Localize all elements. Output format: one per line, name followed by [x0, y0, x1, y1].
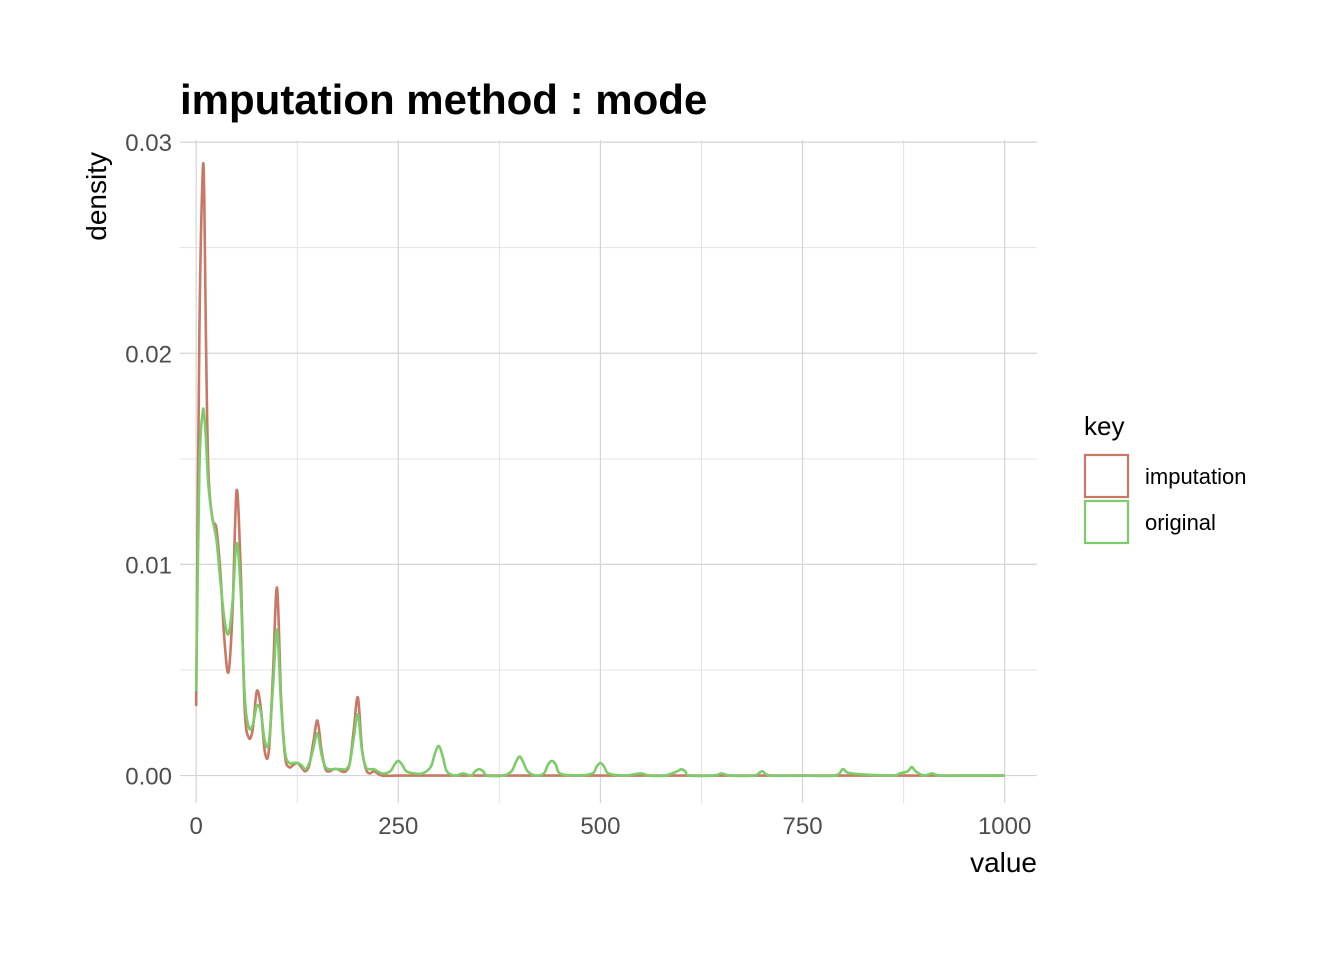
- legend-key-original: [1083, 499, 1130, 545]
- y-tick-label: 0.02: [125, 341, 172, 368]
- x-tick-label: 500: [580, 813, 620, 840]
- legend-label-original: original: [1145, 510, 1216, 535]
- x-tick-label: 750: [783, 813, 823, 840]
- major-gridlines: [180, 140, 1037, 803]
- original-density-line: [194, 407, 1005, 778]
- y-axis-ticks: 0.00 0.01 0.02 0.03: [125, 130, 172, 790]
- y-tick-label: 0.01: [125, 552, 172, 579]
- y-tick-label: 0.00: [125, 764, 172, 791]
- y-axis-title: density: [81, 152, 112, 241]
- chart-title: imputation method : mode: [180, 76, 707, 123]
- series-layer: [194, 161, 1005, 778]
- y-tick-label: 0.03: [125, 130, 172, 157]
- legend-title: key: [1084, 411, 1124, 441]
- legend-label-imputation: imputation: [1145, 464, 1247, 489]
- x-tick-label: 1000: [978, 813, 1031, 840]
- legend-key-imputation: [1083, 453, 1130, 499]
- x-tick-label: 0: [189, 813, 202, 840]
- x-axis-title: value: [970, 847, 1037, 878]
- x-tick-label: 250: [378, 813, 418, 840]
- minor-gridlines: [180, 140, 1037, 803]
- legend: key imputation original: [1083, 411, 1247, 545]
- x-axis-ticks: 0 250 500 750 1000: [189, 813, 1031, 840]
